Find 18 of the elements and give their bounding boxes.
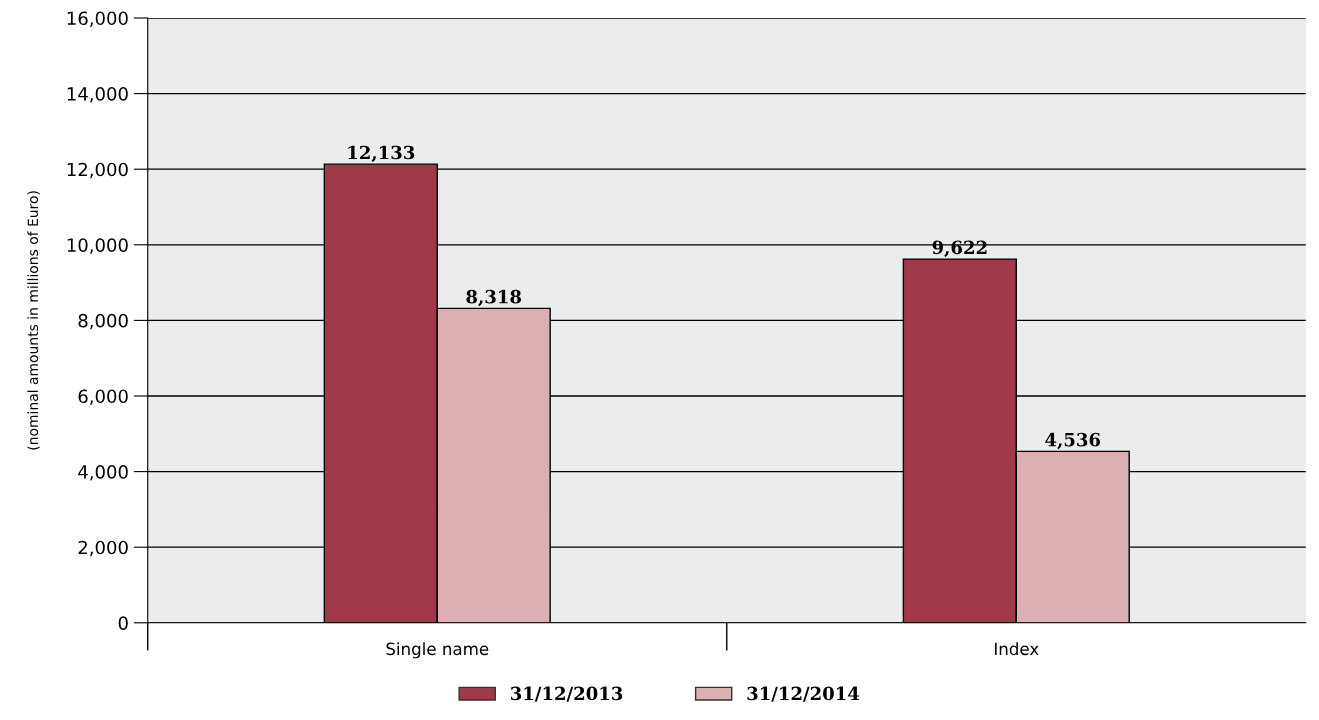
text: 4,536 — [1045, 432, 1101, 450]
text: 12,133 — [348, 145, 415, 163]
y-tick-label: 16,000 — [67, 11, 128, 27]
y-tick-label: 2,000 — [78, 540, 128, 557]
y-axis-title: (nominal amounts in millions of Euro) — [27, 191, 40, 450]
y-tick-label: 14,000 — [67, 87, 128, 103]
text: 9,622 — [932, 240, 987, 257]
legend-label: 31/12/2014 — [747, 686, 860, 702]
legend-label: 31/12/2013 — [510, 686, 623, 702]
y-tick-label: 12,000 — [67, 162, 128, 179]
x-tick-label: Single name — [386, 642, 489, 659]
y-tick-label: 6,000 — [78, 389, 128, 405]
y-tick-label: 4,000 — [78, 465, 128, 481]
y-tick-label: 0 — [118, 616, 128, 630]
y-tick-label: 10,000 — [67, 238, 128, 254]
text: 8,318 — [466, 289, 521, 307]
x-tick-label: Index — [994, 642, 1039, 656]
y-tick-label: 8,000 — [78, 313, 128, 330]
